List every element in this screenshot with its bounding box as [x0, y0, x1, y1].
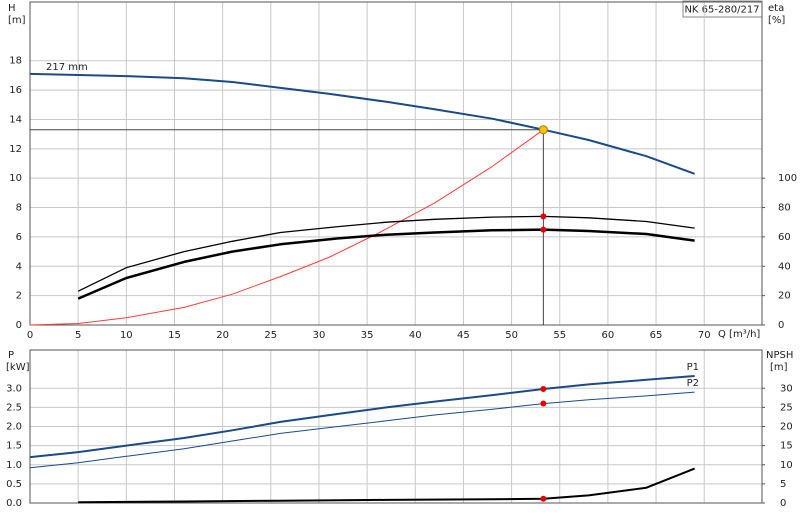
duty-point — [538, 125, 548, 135]
series-label: P1 — [687, 362, 699, 373]
y2-tick-label: 15 — [780, 441, 793, 452]
y-tick-label: 0 — [16, 320, 22, 331]
y2-tick-label: 25 — [780, 402, 793, 413]
y-tick-label: 16 — [9, 85, 22, 96]
x-tick-label: 60 — [602, 330, 615, 341]
plot-frame — [29, 349, 763, 504]
y2-tick-label: 5 — [780, 479, 786, 490]
y2-tick-label: 100 — [778, 173, 797, 184]
y-unit: [m] — [8, 15, 26, 26]
x-tick-label: 10 — [120, 330, 133, 341]
x-tick-label: 30 — [313, 330, 326, 341]
x-tick-label: 65 — [650, 330, 663, 341]
curve — [29, 375, 695, 459]
y2-tick-label: 20 — [780, 422, 793, 433]
curve — [29, 129, 544, 326]
curve — [29, 72, 695, 175]
x-tick-label: 25 — [264, 330, 277, 341]
duty-point — [540, 495, 547, 502]
curve — [77, 215, 695, 292]
y2-tick-label: 40 — [778, 261, 791, 272]
x-tick-label: 35 — [361, 330, 374, 341]
y-tick-label: 1.5 — [6, 441, 22, 452]
x-tick-label: 40 — [409, 330, 422, 341]
x-tick-label: 20 — [216, 330, 229, 341]
y2-unit: [m] — [770, 362, 788, 373]
y-tick-label: 0.5 — [6, 479, 22, 490]
x-tick-label: 45 — [457, 330, 470, 341]
y-tick-label: 4 — [16, 261, 22, 272]
curve — [29, 391, 695, 469]
duty-point — [540, 213, 547, 220]
curve — [78, 467, 695, 504]
y-tick-label: 3.0 — [6, 383, 22, 394]
curve — [77, 228, 695, 300]
y-label: P — [8, 350, 14, 361]
y2-tick-label: 60 — [778, 232, 791, 243]
series-label: P2 — [687, 378, 699, 389]
y2-tick-label: 30 — [780, 383, 793, 394]
x-tick-label: 15 — [168, 330, 181, 341]
series-label: 217 mm — [46, 62, 88, 73]
y2-label: eta — [768, 3, 784, 14]
y-tick-label: 2 — [16, 291, 22, 302]
y-tick-label: 14 — [9, 114, 22, 125]
duty-point — [540, 226, 547, 233]
plot-frame — [29, 1, 763, 326]
y-unit: [kW] — [6, 362, 30, 373]
y2-tick-label: 10 — [780, 460, 793, 471]
y2-tick-label: 0 — [778, 320, 784, 331]
x-label: Q [m³/h] — [718, 329, 760, 340]
y2-tick-label: 80 — [778, 203, 791, 214]
y2-label: NPSH — [766, 350, 793, 361]
y2-tick-label: 20 — [778, 291, 791, 302]
y2-unit: [%] — [768, 15, 785, 26]
y-tick-label: 1.0 — [6, 460, 22, 471]
y-tick-label: 10 — [9, 173, 22, 184]
chart-title: NK 65-280/217 — [684, 5, 759, 16]
x-tick-label: 50 — [505, 330, 518, 341]
y-tick-label: 0.0 — [6, 498, 22, 509]
y-tick-label: 8 — [16, 203, 22, 214]
y-tick-label: 12 — [9, 144, 22, 155]
x-tick-label: 55 — [553, 330, 566, 341]
x-tick-label: 0 — [27, 330, 33, 341]
y-tick-label: 2.0 — [6, 422, 22, 433]
x-tick-label: 70 — [698, 330, 711, 341]
x-tick-label: 5 — [75, 330, 81, 341]
duty-point — [540, 400, 547, 407]
y-tick-label: 6 — [16, 232, 22, 243]
y-label: H — [8, 3, 16, 14]
y2-tick-label: 0 — [780, 498, 786, 509]
duty-point — [540, 386, 547, 393]
y-tick-label: 18 — [9, 56, 22, 67]
y-tick-label: 2.5 — [6, 402, 22, 413]
